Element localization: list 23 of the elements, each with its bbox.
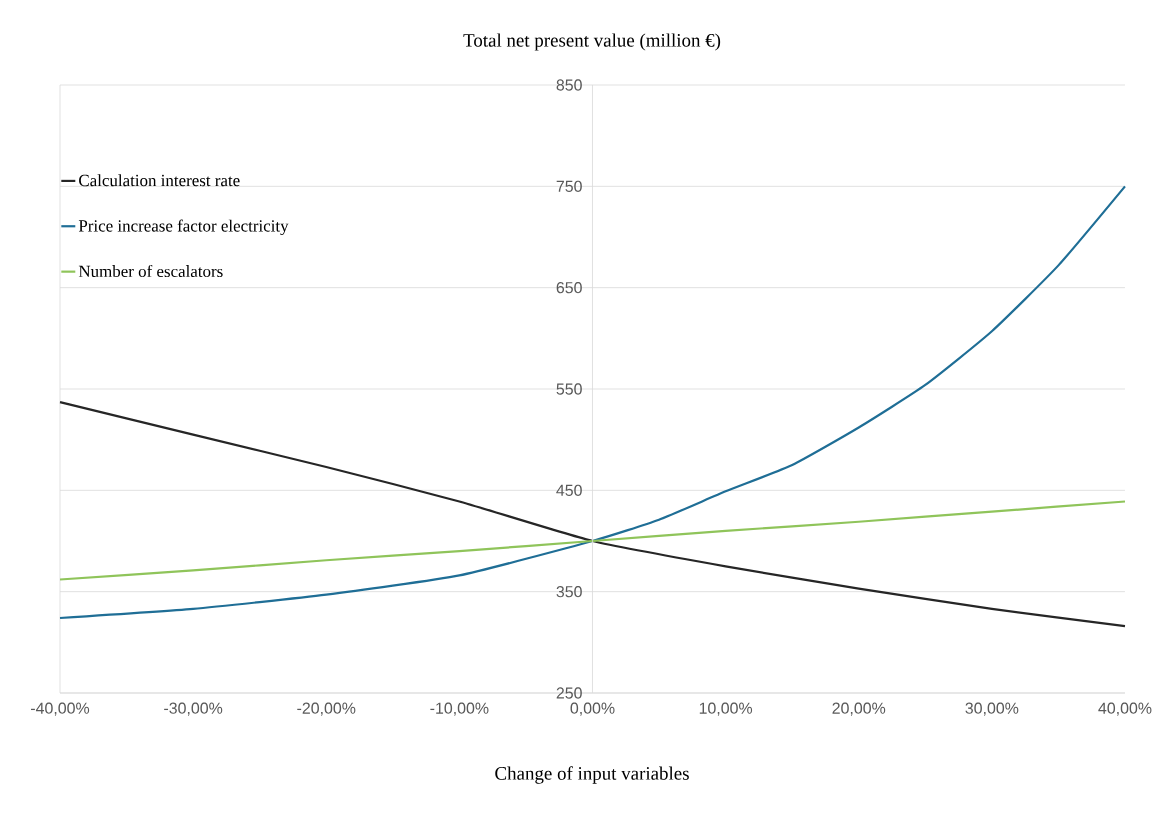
y-tick-label: 250	[556, 687, 582, 699]
x-tick-label: 40,00%	[1098, 702, 1152, 716]
y-tick-label: 750	[556, 180, 582, 192]
chart-title: Total net present value (million €)	[463, 33, 721, 51]
x-tick-label: -10,00%	[430, 702, 489, 716]
x-tick-label: 20,00%	[832, 702, 886, 716]
legend-label: Calculation interest rate	[79, 174, 240, 187]
line-series	[58, 401, 1127, 628]
x-axis-title: Change of input variables	[495, 766, 689, 784]
x-tick-label: 10,00%	[699, 702, 753, 716]
x-tick-label: 30,00%	[965, 702, 1019, 716]
y-tick-label: 650	[556, 282, 582, 294]
line-series	[58, 500, 1127, 581]
y-tick-label: 450	[556, 484, 582, 496]
legend-label: Price increase factor electricity	[78, 219, 289, 236]
x-tick-label: 0,00%	[570, 702, 615, 716]
y-tick-label: 550	[556, 383, 582, 395]
x-tick-label: -40,00%	[31, 702, 90, 716]
x-tick-label: -30,00%	[164, 702, 223, 716]
y-tick-label: 850	[556, 79, 582, 91]
legend-label: Number of escalators	[78, 264, 223, 278]
y-tick-label: 350	[556, 586, 582, 598]
x-tick-label: -20,00%	[297, 702, 356, 716]
